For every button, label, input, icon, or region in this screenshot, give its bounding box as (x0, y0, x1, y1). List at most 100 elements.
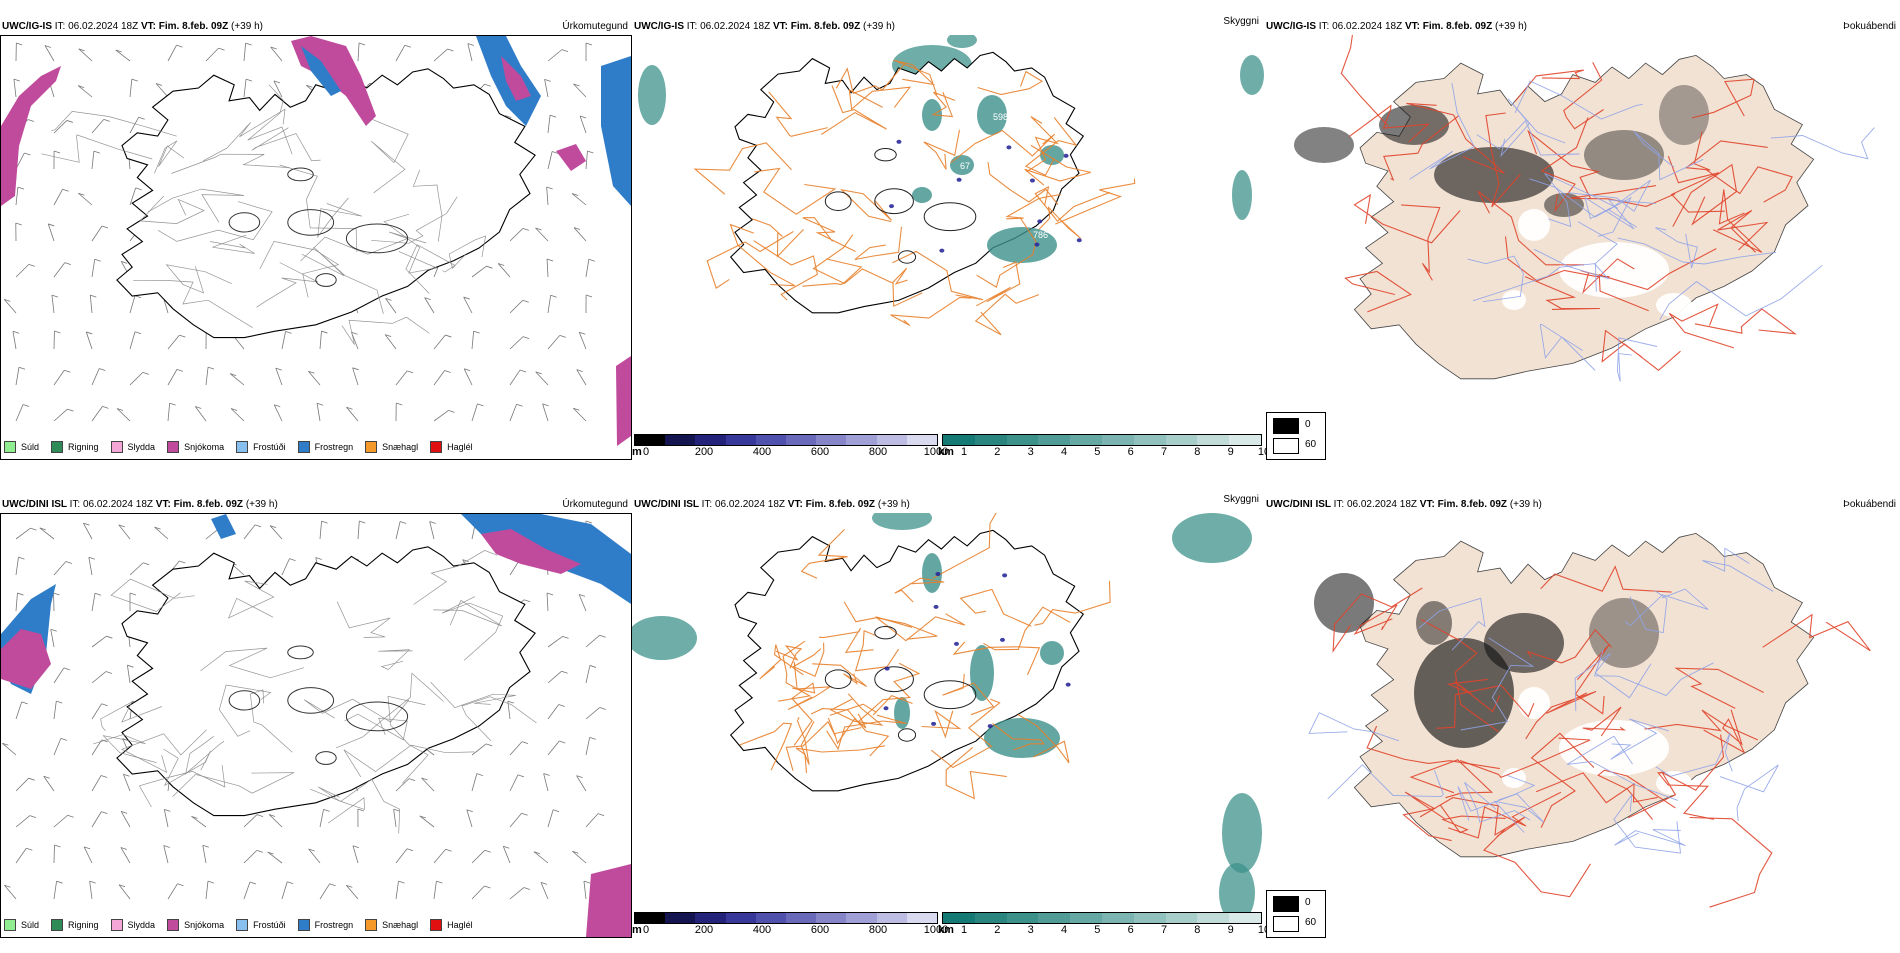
wind-barb (16, 816, 30, 827)
model-name: UWC/DINI ISL (2, 499, 70, 510)
lead-time: (+39 h) (878, 499, 910, 510)
wind-barb (430, 522, 434, 539)
low-cloud-base-area (1037, 219, 1042, 223)
wind-barb-flag (16, 223, 22, 225)
wind-barb (422, 778, 434, 791)
low-cloud-base-area (1006, 145, 1011, 149)
wind-barb (52, 295, 54, 313)
wind-barb-flag (95, 259, 101, 261)
colorbar-tick-label: 4 (1061, 924, 1067, 936)
wind-barb-flag (90, 295, 96, 297)
wind-barb-flag (68, 815, 74, 817)
colorbar-tick-label: 6 (1128, 924, 1134, 936)
wind-barb-flag (203, 845, 209, 847)
legend-swatch (111, 919, 123, 931)
colorbar-tick-label: 7 (1161, 446, 1167, 458)
colorbar-segment (726, 435, 756, 445)
wind-barb (92, 704, 102, 719)
wind-barb (54, 561, 66, 575)
wind-barb-flag (257, 815, 263, 817)
wind-barb (536, 228, 548, 241)
snow-area (586, 864, 631, 937)
wind-barb-flag (522, 742, 528, 744)
wind-barb (472, 266, 486, 277)
colorbar-tick-label: 0 (643, 446, 649, 458)
wind-barb (353, 368, 358, 385)
wind-barb (472, 774, 477, 791)
snow-area (616, 356, 631, 446)
wind-barb-flag (468, 43, 474, 45)
wind-barb (54, 120, 67, 133)
it-value: 06.02.2024 18Z (68, 21, 141, 32)
wind-barb (16, 367, 19, 385)
wind-barb-flag (170, 403, 176, 405)
wind-barb-flag (19, 367, 25, 369)
wind-barb (54, 815, 68, 827)
wind-barb (510, 337, 523, 349)
glacier-area (1502, 290, 1526, 310)
wind-barb (16, 264, 29, 277)
wind-barb (472, 850, 485, 863)
wind-barb-flag (522, 813, 528, 815)
colorbar-segment (1038, 435, 1070, 445)
wind-barb (203, 845, 206, 863)
legend-label: Rigning (68, 920, 99, 930)
wind-barb (320, 331, 321, 349)
wind-barb-flag (446, 849, 452, 851)
wind-barb-flag (590, 737, 596, 739)
wind-barb (83, 523, 92, 539)
wind-barb (16, 557, 18, 575)
colorbar-segment (1102, 913, 1134, 923)
model-name: UWC/IG-IS (634, 21, 687, 32)
wind-barb-flag (586, 521, 592, 523)
wind-barb-flag (101, 812, 107, 814)
lead-time: (+39 h) (1510, 499, 1542, 510)
wind-barb-flag (29, 264, 35, 266)
vt-label: VT: (141, 21, 159, 32)
visibility-unit: km (938, 446, 954, 458)
visibility-map (632, 513, 1264, 938)
colorbar-segment (846, 913, 876, 923)
wind-barb (472, 744, 486, 755)
wind-barb (320, 521, 322, 539)
legend-label: Snjókoma (184, 920, 224, 930)
snow-area (556, 144, 586, 171)
wind-barb (130, 563, 143, 575)
colorbar-tick-label: 6 (1128, 446, 1134, 458)
visibility-colorbar (942, 434, 1262, 446)
legend-item: Snæhagl (365, 919, 418, 931)
wind-barb-flag (139, 117, 145, 119)
panel-header: UWC/DINI ISL IT: 06.02.2024 18Z VT: Fim.… (2, 499, 630, 513)
colorbar-tick-label: 8 (1194, 446, 1200, 458)
wind-barb (78, 193, 92, 205)
wind-barb-flag (559, 741, 565, 743)
fog-legend-high-swatch (1273, 916, 1299, 932)
it-value: 06.02.2024 18Z (1347, 499, 1420, 510)
wind-barb (510, 228, 523, 241)
colorbar-segment (846, 435, 876, 445)
wind-barb-flag (102, 226, 108, 228)
wind-barb (92, 259, 95, 277)
wind-barb-flag (600, 635, 606, 637)
fog-panel-title: Þokuábendi (1843, 499, 1896, 510)
wind-barb-flag (136, 188, 142, 190)
wind-barb-flag (90, 881, 96, 883)
wind-barb-flag (164, 809, 170, 811)
wind-barb-flag (127, 665, 133, 667)
colorbar-tick-label: 800 (869, 446, 887, 458)
it-label: IT: (70, 499, 83, 510)
colorbar-tick-label: 3 (1028, 446, 1034, 458)
colorbar-tick-label: 5 (1094, 446, 1100, 458)
legend-swatch (365, 441, 377, 453)
wind-barb (230, 374, 244, 385)
vt-value: Fim. 8.feb. 09Z (1438, 499, 1510, 510)
wind-barb-flag (68, 409, 74, 411)
wind-barb-flag (132, 79, 138, 81)
wind-barb-flag (545, 79, 551, 81)
wind-barb (586, 665, 590, 683)
wind-barb-flag (547, 593, 553, 595)
wind-barb-flag (405, 45, 411, 47)
legend-swatch (430, 441, 442, 453)
wind-barb-flag (51, 629, 57, 631)
